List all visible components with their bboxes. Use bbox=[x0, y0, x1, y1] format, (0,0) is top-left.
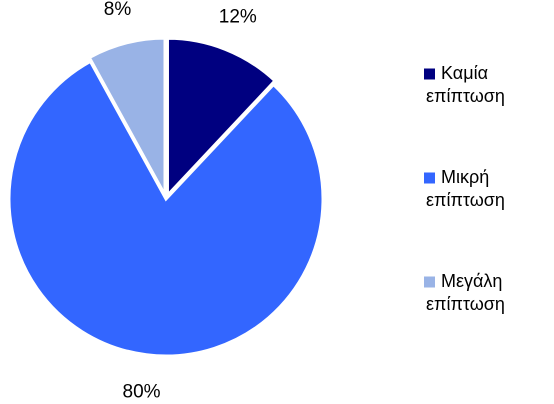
legend-label-2: Μικρή επίπτωση bbox=[426, 167, 505, 210]
legend-label-3: Μεγάλη επίπτωση bbox=[426, 271, 505, 314]
legend-swatch-3 bbox=[424, 276, 435, 288]
legend-swatch-2 bbox=[424, 172, 435, 184]
legend-label-1: Καμία επίπτωση bbox=[426, 63, 505, 106]
legend: Καμία επίπτωση Μικρή επίπτωση Μεγάλη επίπτωση bbox=[424, 63, 505, 314]
pie-slice-3 bbox=[87, 36, 167, 196]
pie-slices bbox=[7, 36, 325, 358]
legend-item-2: Μικρή επίπτωση bbox=[424, 167, 505, 210]
pie-data-labels: 12% 80% 8% bbox=[104, 0, 257, 402]
legend-swatch-1 bbox=[424, 68, 435, 80]
pie-slice-2 bbox=[7, 59, 325, 358]
pie-slice-1 bbox=[165, 36, 278, 200]
data-label-2: 80% bbox=[123, 381, 161, 399]
legend-item-3: Μεγάλη επίπτωση bbox=[424, 271, 505, 314]
data-label-1: 12% bbox=[219, 7, 257, 28]
legend-item-1: Καμία επίπτωση bbox=[424, 63, 505, 106]
data-label-3: 8% bbox=[104, 0, 132, 20]
